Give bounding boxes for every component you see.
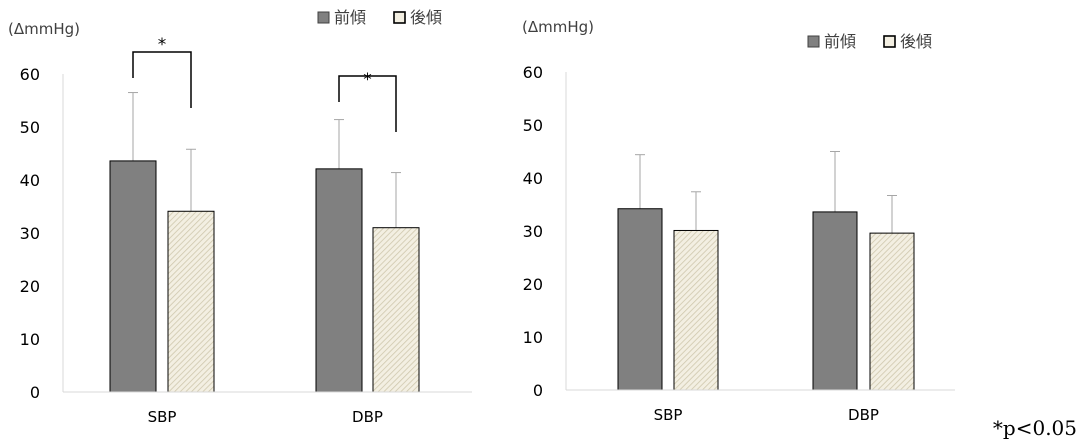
significance-bracket — [132, 51, 192, 108]
legend-swatch-back — [883, 35, 896, 48]
significance-bracket — [338, 75, 397, 132]
significance-mark: * — [363, 70, 372, 90]
y-tick-label: 10 — [20, 330, 40, 349]
x-tick-label: DBP — [848, 406, 879, 424]
x-tick-label: SBP — [148, 408, 177, 426]
bar-dbp-back — [869, 232, 915, 391]
legend-swatch-back — [393, 11, 406, 24]
y-tick-label: 10 — [523, 328, 543, 347]
legend-label-back: 後傾 — [900, 32, 932, 51]
bar-dbp-front — [812, 211, 858, 391]
significance-mark: * — [158, 35, 167, 55]
y-tick-label: 0 — [30, 383, 40, 402]
chart-left: (ΔmmHg) 0 10 20 30 40 50 60 SBP DBP 前傾 後傾 * * — [8, 8, 472, 426]
y-tick-label: 20 — [20, 277, 40, 296]
y-tick-label: 0 — [533, 381, 543, 400]
bar-sbp-back — [167, 210, 215, 393]
x-tick-label: DBP — [352, 408, 383, 426]
bar-sbp-back — [673, 229, 719, 391]
y-tick-label: 40 — [523, 169, 543, 188]
x-tick-label: SBP — [654, 406, 683, 424]
legend-label-front: 前傾 — [334, 8, 366, 27]
y-tick-label: 50 — [20, 118, 40, 137]
y-tick-label: 60 — [523, 63, 543, 82]
legend-swatch-front — [317, 11, 330, 24]
bar-sbp-front — [617, 208, 663, 391]
y-tick-label: 40 — [20, 171, 40, 190]
y-tick-label: 20 — [523, 275, 543, 294]
y-unit-label: (ΔmmHg) — [522, 18, 594, 36]
chart-right: (ΔmmHg) 0 10 20 30 40 50 60 SBP DBP 前傾 後傾 — [522, 18, 955, 424]
y-unit-label: (ΔmmHg) — [8, 20, 80, 38]
legend-label-back: 後傾 — [410, 8, 442, 27]
bar-dbp-front — [315, 168, 363, 393]
significance-note: *p<0.05 — [993, 416, 1077, 440]
bar-sbp-front — [109, 160, 157, 393]
y-tick-label: 60 — [20, 65, 40, 84]
legend-label-front: 前傾 — [824, 32, 856, 51]
bar-dbp-back — [372, 227, 420, 393]
y-tick-label: 50 — [523, 116, 543, 135]
y-tick-label: 30 — [20, 224, 40, 243]
y-tick-label: 30 — [523, 222, 543, 241]
legend-swatch-front — [807, 35, 820, 48]
